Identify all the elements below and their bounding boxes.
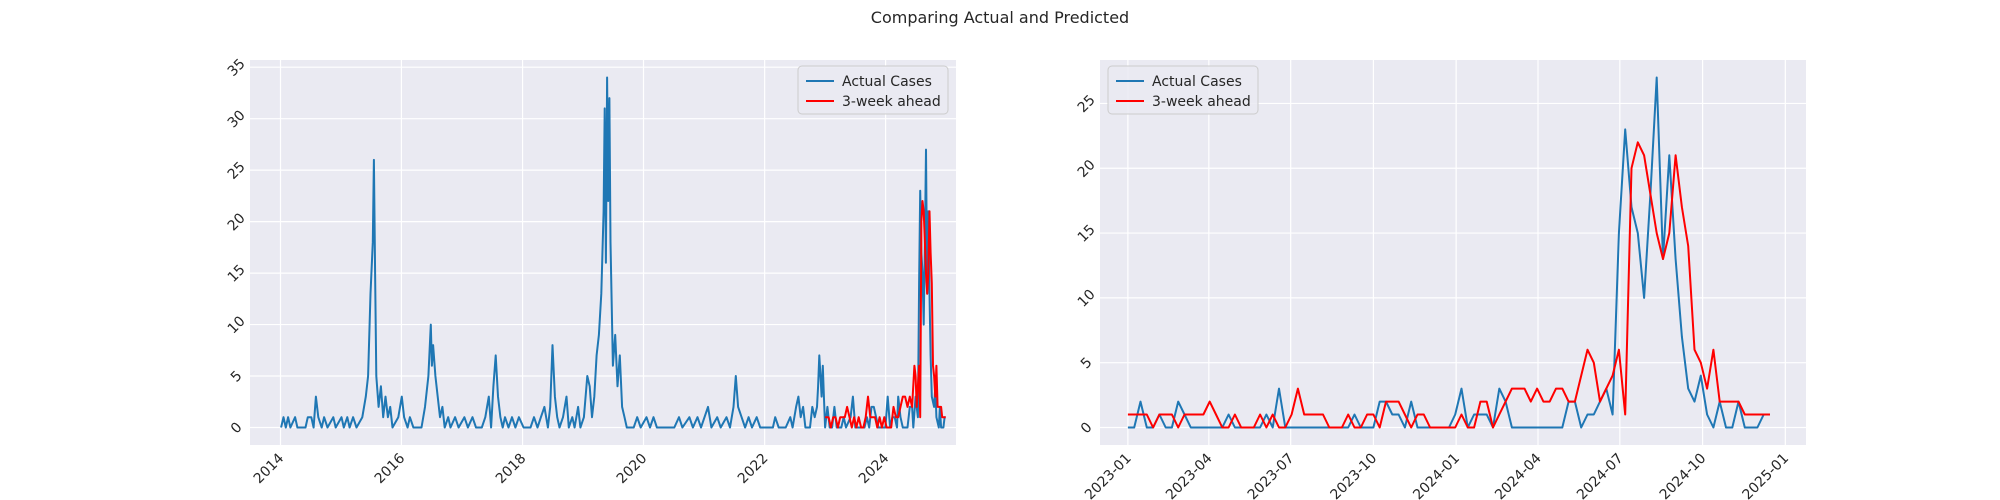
x-tick-label: 2018 xyxy=(493,451,530,488)
y-tick-label: 5 xyxy=(228,368,246,386)
x-tick-label: 2020 xyxy=(614,451,651,488)
x-tick-label: 2014 xyxy=(251,450,288,487)
legend-label: 3-week ahead xyxy=(1152,94,1251,110)
x-tick-label: 2023-10 xyxy=(1328,451,1381,500)
legend-box xyxy=(1107,65,1259,115)
series-line-actual-cases xyxy=(280,76,946,429)
y-tick-label: 25 xyxy=(1075,92,1099,116)
y-tick-label: 35 xyxy=(225,56,249,80)
legend: Actual Cases 3-week ahead xyxy=(797,65,949,115)
y-tick-label: 20 xyxy=(1075,157,1099,181)
figure-title: Comparing Actual and Predicted xyxy=(870,8,1130,27)
x-tick-label: 2024-10 xyxy=(1657,451,1710,500)
x-tick-label: 2023-01 xyxy=(1082,451,1135,500)
legend-label: Actual Cases xyxy=(1152,74,1242,90)
x-tick-label: 2023-04 xyxy=(1163,450,1216,500)
y-tick-label: 10 xyxy=(1075,287,1099,311)
x-tick-label: 2024-04 xyxy=(1492,450,1545,500)
x-tick-label: 2016 xyxy=(372,450,409,487)
right-chart: 0 5 10 15 20 25 2023-01 2023-04 2023-07 2023-10 20… xyxy=(1075,60,1806,500)
legend-box xyxy=(797,65,949,115)
left-chart: 0 5 10 15 20 25 30 35 2014 2016 2018 2020 2022 2024 Ac… xyxy=(225,56,956,487)
x-tick-label: 2025-01 xyxy=(1739,451,1792,500)
x-tick-label: 2024 xyxy=(856,450,893,487)
legend-label: Actual Cases xyxy=(842,74,932,90)
x-tick-label: 2024-01 xyxy=(1410,451,1463,500)
y-tick-label: 20 xyxy=(225,210,249,234)
y-tick-label: 0 xyxy=(1078,419,1096,437)
y-tick-label: 25 xyxy=(225,159,249,183)
legend: Actual Cases 3-week ahead xyxy=(1107,65,1259,115)
y-tick-label: 5 xyxy=(1078,355,1096,373)
y-tick-label: 0 xyxy=(228,419,246,437)
plot-area xyxy=(1100,60,1806,445)
x-tick-label: 2024-07 xyxy=(1574,451,1627,500)
x-tick-label: 2023-07 xyxy=(1245,451,1298,500)
series-line-3-week-ahead xyxy=(1127,141,1770,429)
x-tick-label: 2022 xyxy=(735,451,772,488)
legend-label: 3-week ahead xyxy=(842,94,941,110)
y-tick-label: 15 xyxy=(225,262,249,286)
y-tick-label: 30 xyxy=(225,107,249,131)
y-tick-label: 10 xyxy=(225,313,249,337)
y-tick-label: 15 xyxy=(1075,222,1099,246)
series-line-3-week-ahead xyxy=(825,200,946,429)
